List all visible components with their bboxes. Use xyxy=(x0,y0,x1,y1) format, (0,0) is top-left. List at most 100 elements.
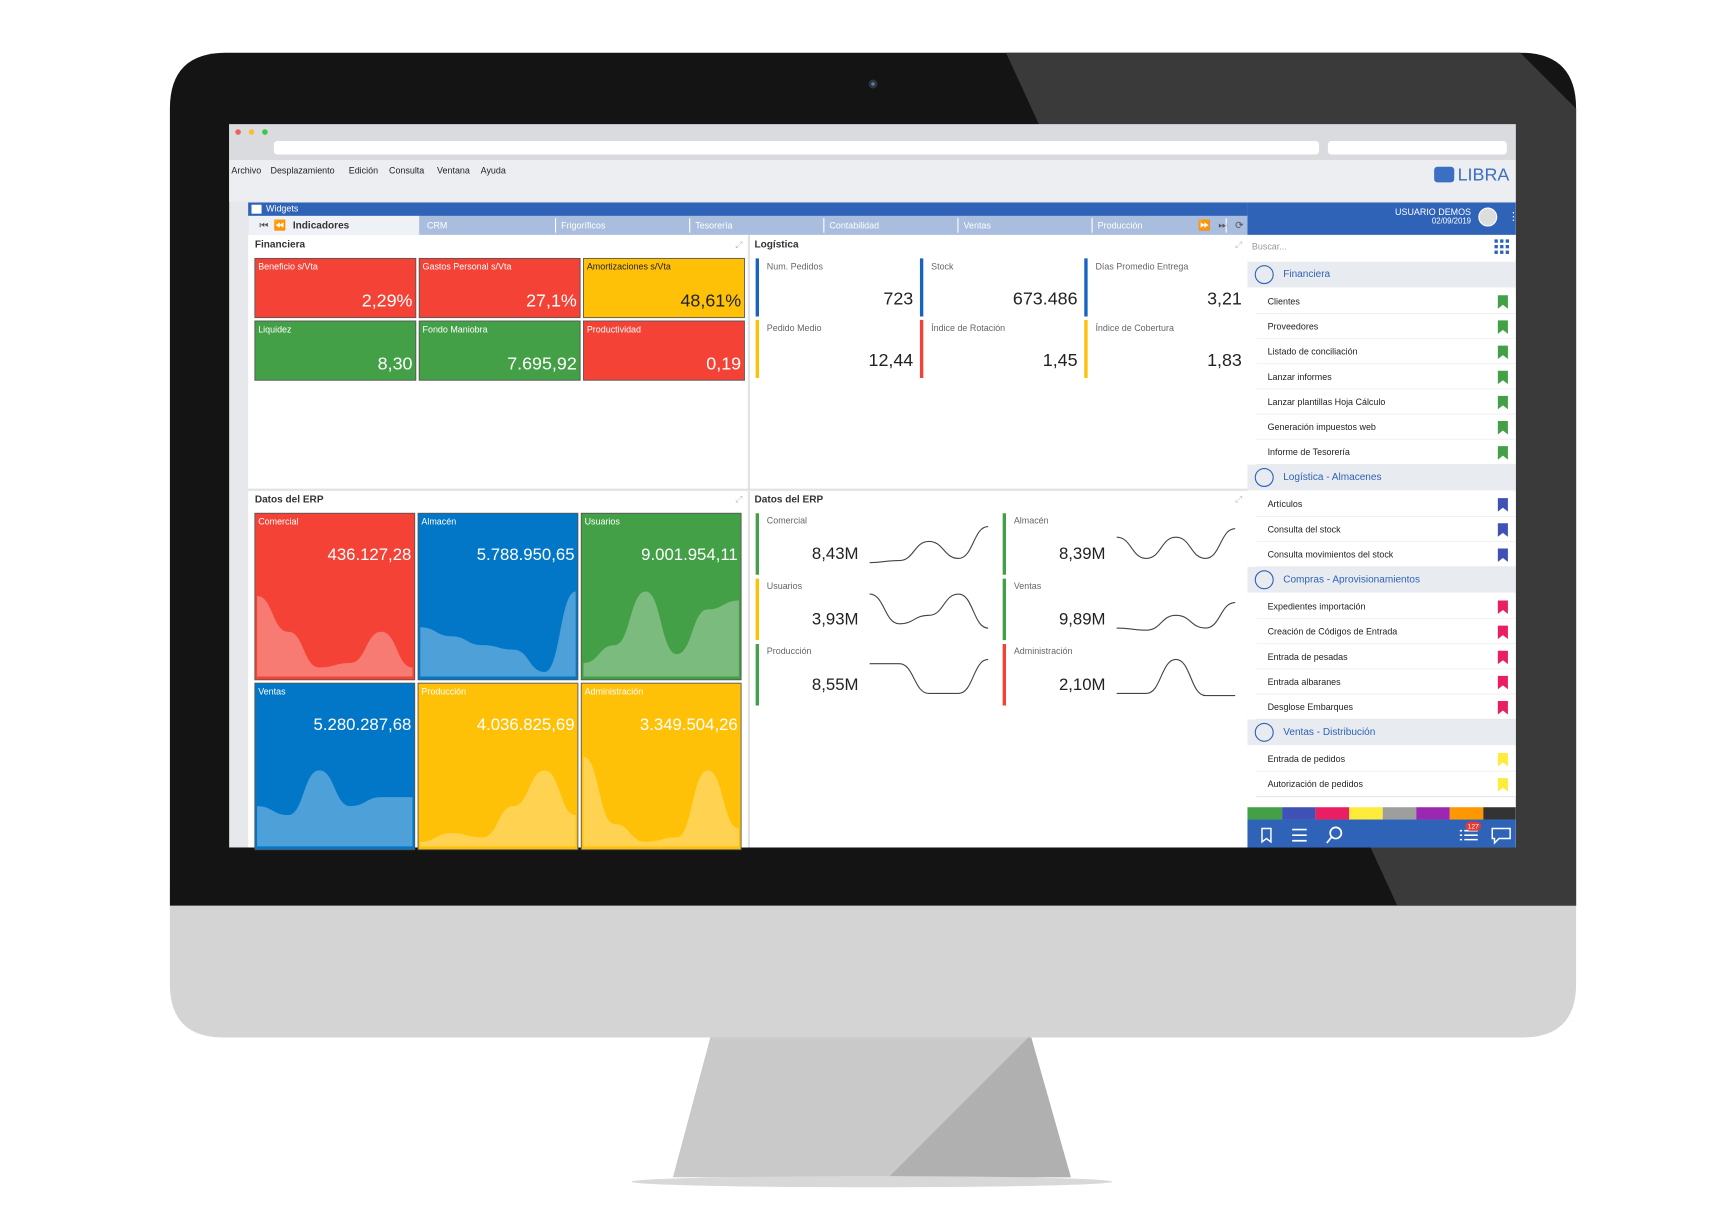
menu-item[interactable]: Edición xyxy=(349,166,378,176)
window-close[interactable] xyxy=(235,129,241,135)
menu-entry[interactable]: Entrada de pedidos xyxy=(1268,754,1346,764)
menu-entry[interactable]: Consulta movimientos del stock xyxy=(1268,550,1394,560)
bookmark[interactable] xyxy=(1497,600,1508,614)
address-bar[interactable] xyxy=(273,141,1320,155)
tab-next[interactable]: ⏩ xyxy=(1198,219,1211,232)
menu-entry-bg[interactable] xyxy=(1247,364,1516,390)
tab-first[interactable]: ⏮ xyxy=(259,221,268,232)
tab[interactable]: Contabilidad xyxy=(829,220,879,230)
menu-entry-bg[interactable] xyxy=(1247,516,1516,542)
active-tab[interactable] xyxy=(248,215,420,235)
tab[interactable]: Tesorería xyxy=(695,220,732,230)
menu-entry-bg[interactable] xyxy=(1247,618,1516,645)
menu-entry-bg[interactable] xyxy=(1247,414,1516,440)
browser-search[interactable] xyxy=(1327,141,1507,155)
section-title[interactable]: Ventas - Distribución xyxy=(1283,727,1375,738)
bookmark[interactable] xyxy=(1497,446,1508,460)
menu-item[interactable]: Consulta xyxy=(389,166,424,176)
user-avatar[interactable] xyxy=(1478,207,1498,227)
menu-entry[interactable]: Creación de Códigos de Entrada xyxy=(1268,627,1398,637)
menu-item[interactable]: Desplazamiento xyxy=(271,166,335,176)
menu-entry[interactable]: Lanzar plantillas Hoja Cálculo xyxy=(1268,397,1386,407)
menu-entry[interactable]: Expedientes importación xyxy=(1268,602,1366,612)
apps-grid[interactable] xyxy=(1494,239,1510,254)
menu-entry-bg[interactable] xyxy=(1247,541,1516,567)
tab[interactable]: Ventas xyxy=(964,220,992,230)
panel-expand[interactable]: ⤢ xyxy=(1234,494,1242,504)
search-placeholder[interactable]: Buscar... xyxy=(1252,242,1287,252)
menu-entry-bg[interactable] xyxy=(1247,389,1516,415)
bookmark[interactable] xyxy=(1497,650,1508,665)
menu-entry[interactable]: Listado de conciliación xyxy=(1268,347,1358,357)
menu-entry-bg[interactable] xyxy=(1247,439,1516,465)
menu-entry[interactable]: Entrada albaranes xyxy=(1268,677,1342,687)
menu-item[interactable]: Archivo xyxy=(231,166,261,176)
bookmark[interactable] xyxy=(1497,498,1508,512)
menu-button[interactable] xyxy=(1292,828,1307,842)
menu-item[interactable]: Ayuda xyxy=(481,166,506,176)
tab-refresh[interactable]: ⟳ xyxy=(1235,221,1244,232)
menu-entry[interactable]: Proveedores xyxy=(1268,321,1319,331)
bookmark[interactable] xyxy=(1497,625,1508,640)
menu-entry-bg[interactable] xyxy=(1247,644,1516,670)
search-button[interactable] xyxy=(1326,826,1343,844)
bookmark[interactable] xyxy=(1497,295,1508,309)
bookmark[interactable] xyxy=(1497,320,1508,334)
bookmarks-button[interactable] xyxy=(1261,827,1272,844)
section-header xyxy=(1247,719,1516,746)
menu-entry[interactable]: Informe de Tesorería xyxy=(1268,447,1350,457)
section-title[interactable]: Financiera xyxy=(1283,269,1330,280)
menu-entry[interactable]: Autorización de pedidos xyxy=(1268,779,1364,789)
bookmark[interactable] xyxy=(1497,753,1508,767)
panel-expand[interactable]: ⤢ xyxy=(734,494,742,504)
menu-item[interactable]: Ventana xyxy=(437,166,470,176)
chat-button[interactable] xyxy=(1491,827,1511,845)
bookmark[interactable] xyxy=(1497,345,1508,359)
kpi-value: 7.695,92 xyxy=(507,353,577,373)
bookmark[interactable] xyxy=(1497,778,1508,792)
bookmark[interactable] xyxy=(1497,370,1508,385)
active-tab-label[interactable]: Indicadores xyxy=(293,221,350,232)
tab[interactable]: Frigoríficos xyxy=(561,220,606,230)
section-title[interactable]: Compras - Aprovisionamientos xyxy=(1283,574,1420,585)
menu-entry-bg[interactable] xyxy=(1247,746,1516,772)
menu-entry-bg[interactable] xyxy=(1247,491,1516,517)
bookmark[interactable] xyxy=(1497,395,1508,410)
user-menu[interactable]: ⋮ xyxy=(1508,211,1519,223)
sidebar-search[interactable] xyxy=(1247,234,1516,260)
erp-label: Almacén xyxy=(421,517,456,527)
menu-entry-bg[interactable] xyxy=(1247,288,1516,314)
tab-last[interactable]: ⏭ xyxy=(1218,221,1227,232)
bookmark[interactable] xyxy=(1497,675,1508,690)
menu-entry[interactable]: Clientes xyxy=(1268,296,1301,306)
menu-entry[interactable]: Generación impuestos web xyxy=(1268,422,1376,432)
bookmark[interactable] xyxy=(1497,701,1508,715)
tab-prev[interactable]: ⏪ xyxy=(274,219,287,232)
window-zoom[interactable] xyxy=(262,129,268,135)
bookmark[interactable] xyxy=(1497,421,1508,435)
color-strip xyxy=(1247,807,1516,820)
bookmark[interactable] xyxy=(1497,548,1508,562)
menu-entry-bg[interactable] xyxy=(1247,771,1516,797)
tab[interactable]: Producción xyxy=(1098,220,1143,230)
section-title[interactable]: Logística - Almacenes xyxy=(1283,472,1381,483)
window-minimize[interactable] xyxy=(248,129,255,135)
menu-entry[interactable]: Desglose Embarques xyxy=(1268,702,1354,712)
menu-entry[interactable]: Consulta del stock xyxy=(1268,524,1342,534)
menu-entry-bg[interactable] xyxy=(1247,338,1516,365)
apps-dot xyxy=(1494,250,1498,254)
kpi-label: Stock xyxy=(931,262,954,272)
menu-entry[interactable]: Entrada de pesadas xyxy=(1268,652,1349,662)
menu-entry[interactable]: Artículos xyxy=(1268,499,1303,509)
menu-entry-bg[interactable] xyxy=(1247,593,1516,619)
menu-entry[interactable]: Lanzar informes xyxy=(1268,372,1333,382)
menu-entry-bg[interactable] xyxy=(1247,313,1516,339)
section-icon xyxy=(1254,722,1274,742)
kpi-tile xyxy=(254,320,417,381)
bookmark[interactable] xyxy=(1497,523,1508,537)
panel-expand[interactable]: ⤢ xyxy=(734,239,742,249)
tab[interactable]: CRM xyxy=(427,220,447,230)
menu-entry-bg[interactable] xyxy=(1247,669,1516,695)
panel-expand[interactable]: ⤢ xyxy=(1234,239,1242,249)
menu-entry-bg[interactable] xyxy=(1247,694,1516,720)
